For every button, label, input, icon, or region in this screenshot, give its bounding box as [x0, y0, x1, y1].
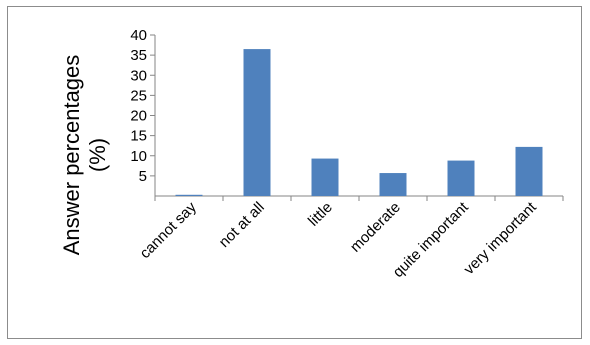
bar: [379, 173, 407, 196]
x-category-label: little: [305, 199, 336, 230]
bars: [175, 49, 543, 197]
y-tick-label: 30: [130, 67, 147, 84]
x-tick-labels: cannot say not at all little moderatequite …: [137, 198, 541, 281]
y-tick-labels: 5 10 15 20 25 30 35 40: [130, 27, 147, 185]
chart-frame: [7, 6, 582, 339]
x-category-label: not at all: [216, 199, 268, 251]
bar: [243, 49, 271, 197]
y-tick-label: 10: [130, 148, 147, 165]
x-category-label: moderate: [347, 199, 404, 256]
y-tick-label: 35: [130, 47, 147, 64]
y-tick-label: 20: [130, 108, 147, 125]
y-tick-label: 15: [130, 128, 147, 145]
y-tick-label: 5: [139, 168, 147, 185]
y-axis-title: Answer percentages (%): [59, 55, 110, 256]
bar: [311, 158, 339, 196]
y-axis-title-line2: (%): [85, 138, 110, 172]
y-axis-title-line1: Answer percentages: [59, 55, 84, 256]
y-tick-label: 25: [130, 87, 147, 104]
bar: [515, 146, 543, 196]
bar: [447, 160, 475, 196]
bar: [175, 194, 203, 196]
axes: [150, 34, 564, 201]
x-category-label: cannot say: [137, 198, 201, 262]
x-category-label: very important: [461, 198, 541, 278]
y-tick-label: 40: [130, 27, 147, 44]
